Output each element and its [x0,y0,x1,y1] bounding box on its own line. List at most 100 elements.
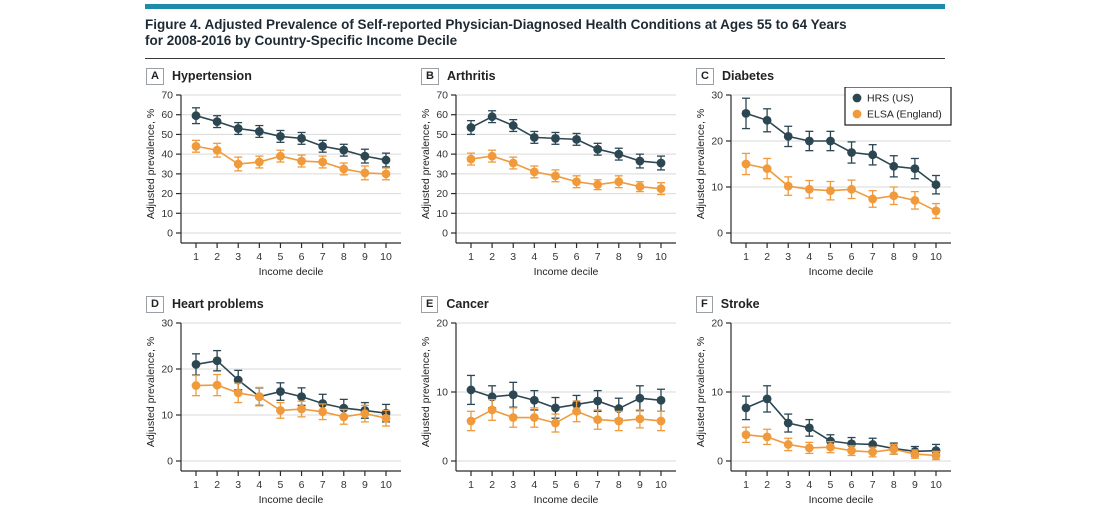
svg-text:7: 7 [870,251,876,263]
series-hrs [741,97,941,195]
svg-text:0: 0 [167,228,173,240]
chart-svg: 0 10 20 30 1 2 3 4 5 6 7 8 9 10 Income decile Adjusted … [695,86,952,278]
svg-text:3: 3 [235,251,241,263]
svg-text:4: 4 [256,479,262,491]
svg-text:5: 5 [278,251,284,263]
svg-text:2: 2 [764,479,770,491]
panel-header: F Stroke [696,295,970,313]
panel-title: Cancer [446,297,489,311]
svg-text:20: 20 [436,188,448,200]
svg-text:5: 5 [553,251,559,263]
svg-text:0: 0 [442,228,448,240]
chart-heart-problems: 0 10 20 30 1 2 3 4 5 6 7 8 9 10 Income decile Adjusted … [145,315,420,511]
axes: 0 10 20 30 1 2 3 4 5 6 7 8 9 10 [161,318,401,491]
svg-text:0: 0 [717,456,723,468]
svg-text:6: 6 [299,251,305,263]
svg-text:6: 6 [574,251,580,263]
svg-text:4: 4 [256,251,262,263]
svg-text:10: 10 [161,410,173,422]
series-elsa [741,152,941,219]
panel-diabetes: C Diabetes 0 10 20 30 1 2 3 4 5 6 7 8 9 10 Income deci… [695,67,970,283]
panel-letter-badge: F [696,295,713,313]
figure-title: Figure 4. Adjusted Prevalence of Self-re… [145,9,945,59]
svg-text:8: 8 [616,251,622,263]
panel-cancer: E Cancer 0 10 20 1 2 3 4 5 6 7 8 9 10 Income decile Ad… [420,295,695,511]
svg-text:20: 20 [711,318,723,330]
svg-text:4: 4 [806,251,812,263]
chart-svg: 0 10 20 1 2 3 4 5 6 7 8 9 10 Income decile Adjusted pr… [695,318,951,506]
legend: HRS (US) ELSA (England) [844,86,952,126]
chart-svg: 0 10 20 30 1 2 3 4 5 6 7 8 9 10 Income decile Adjusted … [145,318,401,506]
figure-container: Figure 4. Adjusted Prevalence of Self-re… [145,4,975,511]
svg-text:3: 3 [235,479,241,491]
x-axis-label: Income decile [259,494,324,506]
svg-text:4: 4 [531,251,537,263]
svg-text:50: 50 [161,129,173,141]
svg-text:7: 7 [320,479,326,491]
svg-text:2: 2 [489,251,495,263]
svg-text:2: 2 [764,251,770,263]
y-axis-label: Adjusted prevalence, % [695,337,707,447]
svg-text:40: 40 [161,149,173,161]
y-axis-label: Adjusted prevalence, % [145,337,157,447]
y-axis-label: Adjusted prevalence, % [695,109,707,219]
svg-text:9: 9 [912,479,918,491]
svg-text:10: 10 [380,479,392,491]
panel-header: A Hypertension [146,67,420,85]
gridlines [731,322,951,462]
svg-text:1: 1 [468,251,474,263]
svg-text:40: 40 [436,149,448,161]
panel-header: C Diabetes [696,67,970,85]
svg-text:10: 10 [655,479,667,491]
svg-text:3: 3 [785,251,791,263]
svg-text:5: 5 [278,479,284,491]
svg-text:8: 8 [616,479,622,491]
panel-letter-badge: E [421,295,439,313]
svg-text:50: 50 [436,129,448,141]
panel-letter-badge: A [146,67,164,85]
svg-text:6: 6 [574,479,580,491]
svg-text:10: 10 [711,182,723,194]
svg-text:1: 1 [743,479,749,491]
svg-text:60: 60 [436,109,448,121]
svg-text:2: 2 [214,251,220,263]
svg-text:10: 10 [930,479,942,491]
svg-text:7: 7 [320,251,326,263]
svg-text:1: 1 [743,251,749,263]
x-axis-label: Income decile [534,266,599,278]
chart-svg: 0 10 20 30 40 50 60 70 1 2 3 4 5 6 7 8 9 10 Income decile A… [145,90,401,278]
panel-title: Stroke [720,297,760,311]
svg-text:20: 20 [711,136,723,148]
svg-text:60: 60 [161,109,173,121]
svg-text:20: 20 [161,364,173,376]
svg-text:20: 20 [161,188,173,200]
series-elsa [191,373,391,427]
y-axis-label: Adjusted prevalence, % [420,337,432,447]
svg-text:9: 9 [912,251,918,263]
svg-text:10: 10 [161,208,173,220]
svg-text:3: 3 [510,479,516,491]
series-hrs [466,110,666,171]
svg-text:4: 4 [531,479,537,491]
chart-stroke: 0 10 20 1 2 3 4 5 6 7 8 9 10 Income decile Adjusted pr… [695,315,970,511]
svg-text:8: 8 [891,479,897,491]
legend-marker [852,109,862,119]
svg-text:9: 9 [362,251,368,263]
svg-text:2: 2 [489,479,495,491]
series-hrs [741,385,941,458]
svg-text:7: 7 [870,479,876,491]
svg-text:1: 1 [193,479,199,491]
panel-letter-badge: C [696,67,714,85]
svg-text:1: 1 [193,251,199,263]
x-axis-label: Income decile [809,266,874,278]
panel-title: Arthritis [446,69,496,83]
svg-text:9: 9 [362,479,368,491]
svg-text:1: 1 [468,479,474,491]
svg-text:70: 70 [436,90,448,102]
svg-text:8: 8 [891,251,897,263]
x-axis-label: Income decile [809,494,874,506]
svg-text:3: 3 [785,479,791,491]
panel-arthritis: B Arthritis 0 10 20 30 40 50 60 70 1 2 3 4 5 6 7 8 9 10 In… [420,67,695,283]
axes: 0 10 20 1 2 3 4 5 6 7 8 9 10 [436,318,676,491]
gridlines [181,322,401,462]
